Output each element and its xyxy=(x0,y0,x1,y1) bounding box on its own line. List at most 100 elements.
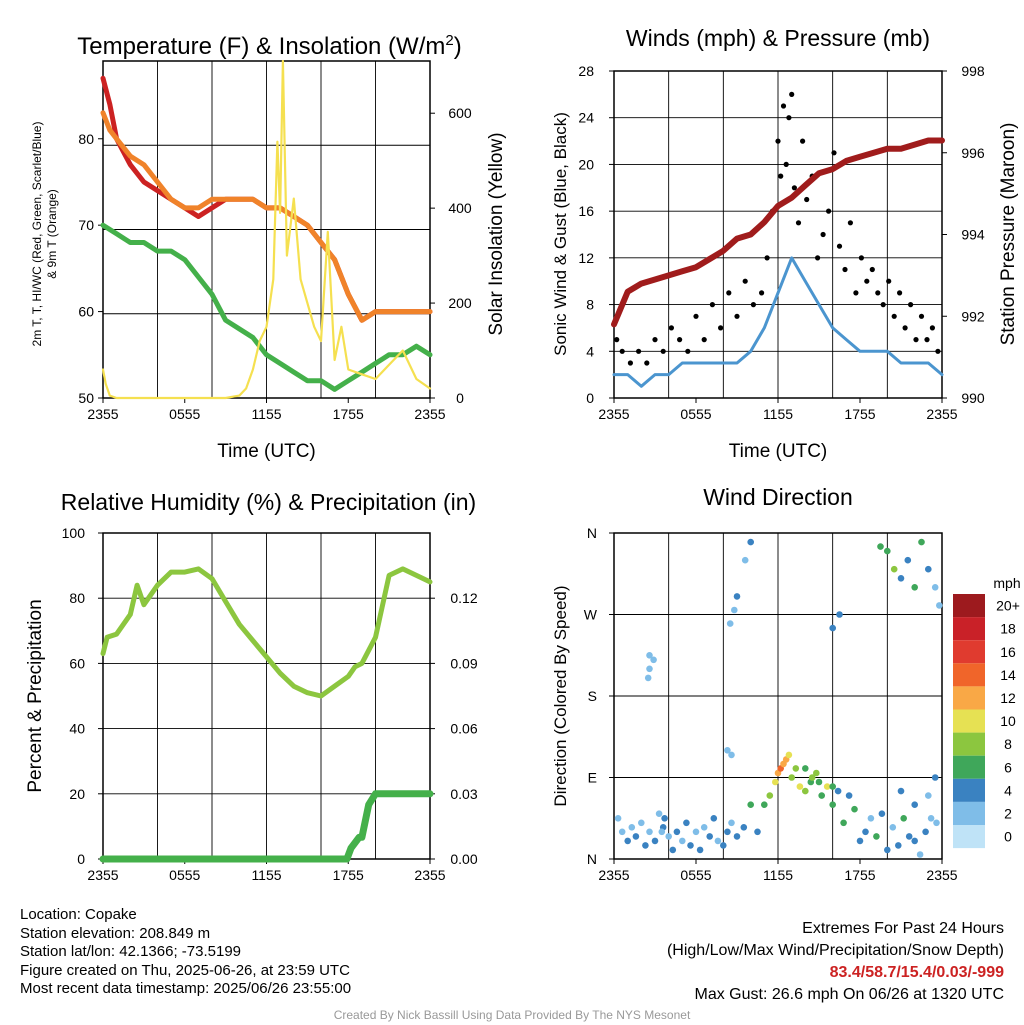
gust-point xyxy=(693,313,699,319)
wind-direction-point xyxy=(766,792,774,799)
wind-direction-point xyxy=(661,815,668,822)
y-axis-label: Percent & Precipitation xyxy=(25,599,46,792)
gust-point xyxy=(820,231,826,238)
wind-direction-point xyxy=(823,783,831,790)
wind-direction-point xyxy=(646,828,653,836)
legend-swatch xyxy=(953,617,985,641)
series-line-pressure xyxy=(611,137,945,328)
gust-point xyxy=(685,348,691,354)
max-gust-text: Max Gust: 26.6 mph On 06/26 at 1320 UTC xyxy=(694,986,1005,1003)
wind-direction-point xyxy=(726,620,734,627)
y-tick-label: S xyxy=(588,688,597,704)
gust-point xyxy=(891,313,897,319)
wind-direction-point xyxy=(651,837,659,845)
x-tick-label: 2355 xyxy=(926,406,957,422)
wind-direction-point xyxy=(741,556,749,564)
wind-direction-point xyxy=(911,837,918,845)
wind-direction-point xyxy=(927,815,935,822)
chart-title-wind-direction: Wind Direction xyxy=(703,484,853,510)
x-tick-label: 2355 xyxy=(414,867,445,883)
legend-label: 14 xyxy=(1000,667,1016,683)
created-text: Figure created on Thu, 2025-06-26, at 23… xyxy=(20,961,350,979)
y-tick-label: 80 xyxy=(78,131,94,147)
x-tick-label: 2355 xyxy=(414,406,445,422)
station-info: Location: Copake Station elevation: 208.… xyxy=(20,906,351,999)
wind-direction-point xyxy=(624,837,631,845)
y-tick-label: 20 xyxy=(578,156,594,172)
wind-direction-point xyxy=(658,828,666,836)
gust-point xyxy=(869,266,875,273)
gust-point xyxy=(636,348,642,354)
x-tick-label: 2355 xyxy=(598,406,629,422)
gust-point xyxy=(902,325,908,331)
legend-label: 2 xyxy=(1004,805,1012,821)
legend-label: 20+ xyxy=(996,598,1020,614)
elevation-text: Station elevation: 208.849 m xyxy=(20,924,211,942)
wind-direction-point xyxy=(687,842,694,849)
gust-point xyxy=(652,337,658,343)
wind-direction-point xyxy=(679,837,686,845)
y2-tick-label: 990 xyxy=(961,390,985,406)
x-tick-label: 1155 xyxy=(251,867,281,883)
y2-tick-label: 994 xyxy=(961,227,985,243)
wind-direction-point xyxy=(884,547,891,555)
wind-direction-point xyxy=(867,815,875,822)
wind-direction-point xyxy=(931,774,939,781)
wind-direction-point xyxy=(785,751,793,759)
legend-swatch xyxy=(953,825,985,849)
x-tick-label: 2355 xyxy=(598,867,629,883)
y-tick-label: N xyxy=(587,525,597,541)
series-line-yellow xyxy=(101,59,432,400)
wind-direction-point xyxy=(788,774,795,781)
wind-direction-point xyxy=(829,801,836,808)
gust-point xyxy=(853,290,859,296)
gust-point xyxy=(778,173,784,179)
legend-swatch xyxy=(953,732,985,756)
wind-direction-point xyxy=(714,837,722,845)
y-axis-label: 2m T, T, HI/WC (Red, Green, Scarlet/Blue… xyxy=(30,122,44,347)
wind-direction-point xyxy=(851,805,858,813)
x-axis-label: Time (UTC) xyxy=(729,441,828,462)
gust-point xyxy=(759,290,765,296)
gust-point xyxy=(734,313,740,319)
wind-direction-point xyxy=(904,556,912,564)
wind-direction-point xyxy=(628,824,636,831)
gust-point xyxy=(864,278,870,284)
wind-direction-point xyxy=(632,833,640,840)
gust-point xyxy=(660,348,666,354)
wind-direction-point xyxy=(696,846,704,854)
wind-direction-point xyxy=(796,783,804,790)
x-tick-label: 0555 xyxy=(169,867,200,883)
wind-direction-point xyxy=(733,833,741,840)
wind-direction-point xyxy=(933,819,940,827)
gust-point xyxy=(627,360,634,366)
wind-direction-point xyxy=(655,810,663,817)
y-tick-label: 12 xyxy=(578,250,594,266)
y2-tick-label: 998 xyxy=(961,63,985,79)
y2-tick-label: 0.00 xyxy=(450,851,477,867)
y-tick-label: 24 xyxy=(578,110,594,126)
extremes-info: Extremes For Past 24 Hours (High/Low/Max… xyxy=(667,918,1004,1006)
wind-direction-point xyxy=(895,842,902,849)
title-superscript: 2 xyxy=(445,32,453,49)
legend-swatch xyxy=(953,663,985,687)
legend-label: 4 xyxy=(1004,782,1012,798)
wind-direction-point xyxy=(862,828,869,836)
wind-direction-point xyxy=(720,842,727,849)
legend-label: 10 xyxy=(1000,713,1016,729)
gust-point xyxy=(742,278,748,284)
wind-direction-point xyxy=(733,593,741,600)
gust-point xyxy=(668,325,675,331)
wind-direction-point xyxy=(692,828,700,836)
x-axis-label: Time (UTC) xyxy=(217,441,316,462)
x-tick-label: 1755 xyxy=(844,867,875,883)
y2-tick-label: 200 xyxy=(448,295,472,311)
y-tick-label: 16 xyxy=(578,203,594,219)
gust-point xyxy=(775,138,781,144)
y2-tick-label: 996 xyxy=(961,145,985,161)
gust-point xyxy=(831,150,837,156)
gust-point xyxy=(847,220,854,226)
gust-point xyxy=(701,337,707,343)
gust-point xyxy=(800,138,806,144)
